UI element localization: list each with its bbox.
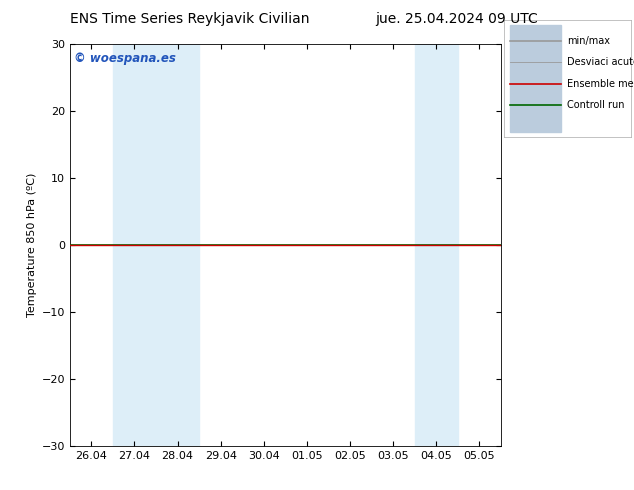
- Text: ENS Time Series Reykjavik Civilian: ENS Time Series Reykjavik Civilian: [70, 12, 310, 26]
- Text: Desviaci acute;n est  acute;ndar: Desviaci acute;n est acute;ndar: [567, 57, 634, 67]
- Text: min/max: min/max: [567, 36, 611, 46]
- Text: jue. 25.04.2024 09 UTC: jue. 25.04.2024 09 UTC: [375, 12, 538, 26]
- Y-axis label: Temperature 850 hPa (ºC): Temperature 850 hPa (ºC): [27, 173, 37, 317]
- Text: © woespana.es: © woespana.es: [74, 52, 176, 65]
- Text: Ensemble mean run: Ensemble mean run: [567, 79, 634, 89]
- Text: Controll run: Controll run: [567, 100, 625, 110]
- Bar: [113, 44, 199, 446]
- Bar: [415, 44, 458, 446]
